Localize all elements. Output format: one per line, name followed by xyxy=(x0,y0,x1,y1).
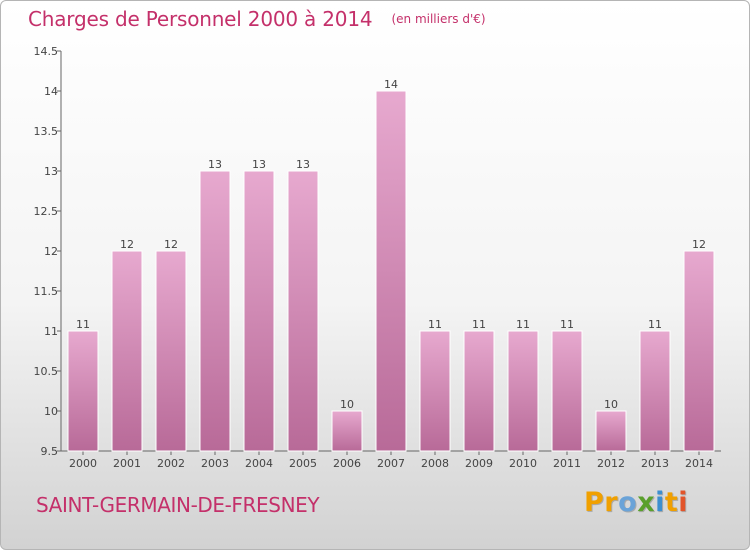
bar xyxy=(331,410,363,452)
y-tick-label: 14 xyxy=(44,85,58,98)
bar xyxy=(375,90,407,452)
logo-letter: i xyxy=(655,487,665,518)
x-tick-label: 2000 xyxy=(69,457,97,470)
bar-value-label: 11 xyxy=(428,318,442,331)
title-row: Charges de Personnel 2000 à 2014 (en mil… xyxy=(28,7,486,31)
bar-value-label: 10 xyxy=(604,398,618,411)
bar xyxy=(111,250,143,452)
bar-value-label: 11 xyxy=(648,318,662,331)
x-tick-label: 2006 xyxy=(333,457,361,470)
y-tick-label: 12 xyxy=(44,245,58,258)
bar-value-label: 14 xyxy=(384,78,398,91)
logo-letter: x xyxy=(637,487,656,518)
x-tick-label: 2009 xyxy=(465,457,493,470)
bar xyxy=(551,330,583,452)
y-tick-label: 11 xyxy=(44,325,58,338)
x-tick-label: 2014 xyxy=(685,457,713,470)
bar xyxy=(419,330,451,452)
logo-letter: t xyxy=(664,487,679,518)
bar xyxy=(243,170,275,452)
place-name: SAINT-GERMAIN-DE-FRESNEY xyxy=(36,493,320,517)
bar-value-label: 11 xyxy=(516,318,530,331)
x-tick-label: 2007 xyxy=(377,457,405,470)
y-tick-label: 10.5 xyxy=(34,365,59,378)
y-tick-label: 10 xyxy=(44,405,58,418)
x-tick-label: 2003 xyxy=(201,457,229,470)
bar-value-label: 12 xyxy=(692,238,706,251)
x-tick-label: 2001 xyxy=(113,457,141,470)
logo-letter: r xyxy=(604,487,619,518)
logo-letter: o xyxy=(618,487,638,518)
y-tick-label: 13.5 xyxy=(34,125,59,138)
bar xyxy=(155,250,187,452)
bar-value-label: 13 xyxy=(208,158,222,171)
bar xyxy=(287,170,319,452)
x-tick-label: 2008 xyxy=(421,457,449,470)
logo-letter: P xyxy=(584,487,605,518)
y-tick-label: 11.5 xyxy=(34,285,59,298)
bar-value-label: 13 xyxy=(296,158,310,171)
y-tick-label: 14.5 xyxy=(34,45,59,58)
x-tick-label: 2005 xyxy=(289,457,317,470)
chart-unit: (en milliers d'€) xyxy=(391,12,486,26)
x-tick-label: 2011 xyxy=(553,457,581,470)
chart-bars: 11 12 12 13 13 13 10 14 11 11 11 11 10 11 12 xyxy=(67,78,715,452)
bar-value-label: 12 xyxy=(164,238,178,251)
bar xyxy=(199,170,231,452)
proxiti-logo: Proxiti xyxy=(584,487,688,518)
bar-value-label: 11 xyxy=(560,318,574,331)
y-tick-label: 13 xyxy=(44,165,58,178)
chart-title: Charges de Personnel 2000 à 2014 xyxy=(28,7,373,31)
x-tick-label: 2002 xyxy=(157,457,185,470)
chart-axes: 9.5 10 10.5 11 11.5 12 12.5 13 13.5 14 14.5 2000 200… xyxy=(34,45,721,470)
y-tick-label: 12.5 xyxy=(34,205,59,218)
y-tick-label: 9.5 xyxy=(41,445,59,458)
bar xyxy=(639,330,671,452)
x-tick-label: 2013 xyxy=(641,457,669,470)
bar-value-label: 13 xyxy=(252,158,266,171)
x-tick-label: 2004 xyxy=(245,457,273,470)
bar xyxy=(463,330,495,452)
logo-letter: i xyxy=(678,487,689,518)
bar xyxy=(683,250,715,452)
bar-value-label: 11 xyxy=(472,318,486,331)
bar-value-label: 11 xyxy=(76,318,90,331)
bar-value-label: 10 xyxy=(340,398,354,411)
x-tick-label: 2010 xyxy=(509,457,537,470)
bar xyxy=(507,330,539,452)
bar xyxy=(595,410,627,452)
bar xyxy=(67,330,99,452)
bar-value-label: 12 xyxy=(120,238,134,251)
x-tick-label: 2012 xyxy=(597,457,625,470)
